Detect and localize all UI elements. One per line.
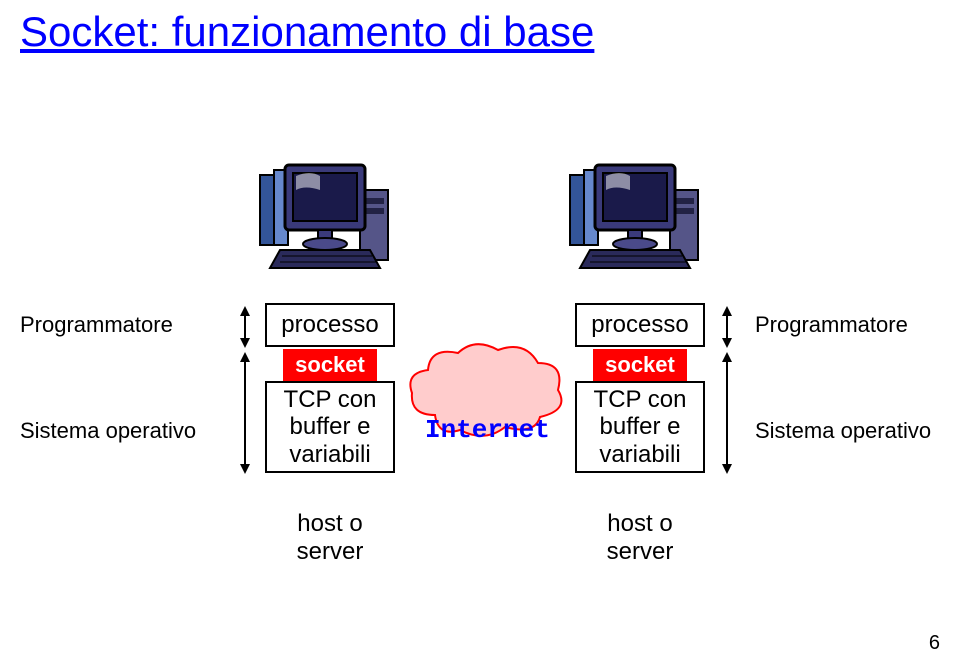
socket-text-left: socket [295, 352, 365, 378]
programmer-label-right: Programmatore [755, 312, 908, 338]
bracket-arrow-left-bottom [220, 352, 260, 474]
tcp-line2-left: buffer e [290, 413, 371, 441]
bracket-arrow-right-top [712, 306, 752, 348]
os-label-left: Sistema operativo [20, 418, 196, 444]
os-label-right: Sistema operativo [755, 418, 931, 444]
tcp-box-left: TCP con buffer e variabili [265, 381, 395, 473]
tcp-line3-right: variabili [599, 441, 680, 469]
bracket-arrow-right-bottom [712, 352, 752, 474]
tcp-box-right: TCP con buffer e variabili [575, 381, 705, 473]
host-label-left: host o server [270, 510, 390, 566]
tcp-line3-left: variabili [289, 441, 370, 469]
computer-icon-left [250, 150, 400, 280]
socket-box-left: socket [283, 349, 377, 381]
socket-text-right: socket [605, 352, 675, 378]
programmer-label-left: Programmatore [20, 312, 173, 338]
page-title: Socket: funzionamento di base [20, 8, 594, 56]
host-label-right: host o server [580, 510, 700, 566]
processo-box-right: processo [575, 303, 705, 347]
processo-box-left: processo [265, 303, 395, 347]
processo-text-right: processo [591, 311, 688, 339]
tcp-line2-right: buffer e [600, 413, 681, 441]
bracket-arrow-left-top [220, 306, 260, 348]
processo-text-left: processo [281, 311, 378, 339]
internet-label: Internet [425, 415, 550, 445]
tcp-line1-right: TCP con [594, 386, 687, 414]
page-number: 6 [929, 632, 940, 655]
tcp-line1-left: TCP con [284, 386, 377, 414]
socket-box-right: socket [593, 349, 687, 381]
computer-icon-right [560, 150, 710, 280]
